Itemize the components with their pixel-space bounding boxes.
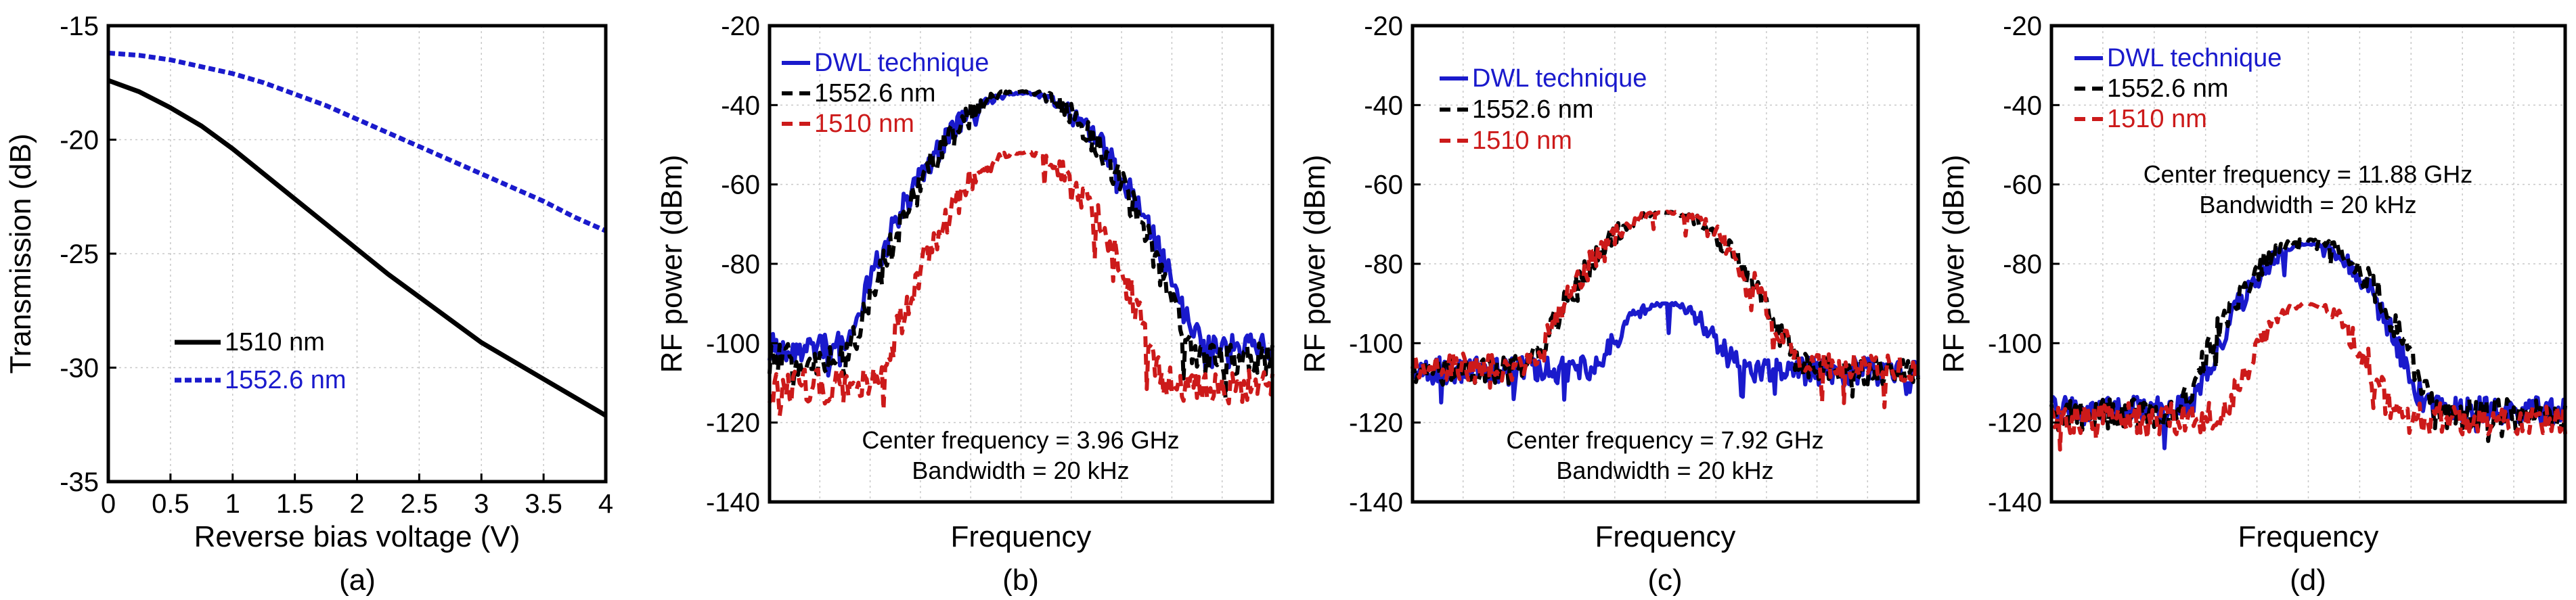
legend-label-2: 1552.6 nm [814,79,936,108]
annotation-2: Bandwidth = 20 kHz [2199,191,2416,218]
panel-caption: (b) [1002,563,1039,597]
x-tick-label: 0.5 [152,489,190,519]
annotation-2: Bandwidth = 20 kHz [912,457,1129,484]
series-line-2 [768,88,1274,400]
chart-panel-d: -140 -120 -100 -80 -60 -40 -20 Frequency RF powe… [1937,11,2567,597]
legend: 1510 nm 1552.6 nm [175,328,347,394]
x-tick-label: 3 [474,489,489,519]
y-tick-label: -80 [1364,250,1403,279]
chart-panel-a: -35 -30 -25 -20 -15 0 0.5 1 1.5 2 2.5 3 3.5 4 Reverse … [4,11,613,597]
legend-label-1: DWL technique [814,49,989,77]
x-axis-label: Frequency [1595,520,1736,553]
legend-label-1: DWL technique [2107,44,2282,72]
y-axis-label: RF power (dBm) [1298,155,1331,373]
series-line-2 [1411,210,1920,399]
y-tick-label: -140 [1988,488,2042,517]
x-axis-label: Frequency [2238,520,2379,553]
y-tick-label: -60 [721,170,760,200]
y-tick-label: -120 [1349,409,1403,438]
y-tick-label: -30 [60,354,99,384]
annotation-1: Center frequency = 7.92 GHz [1506,426,1823,454]
y-ticks: -140 -120 -100 -80 -60 -40 -20 [1349,11,1421,517]
legend-label-3: 1510 nm [2107,105,2207,133]
panel-caption: (d) [2290,563,2326,597]
legend-label-2: 1552.6 nm [1472,95,1594,124]
series-line-3 [768,149,1274,418]
series-line-2 [108,50,607,233]
y-tick-label: -20 [60,126,99,156]
y-tick-label: -35 [60,467,99,497]
series-line-1 [1411,300,1920,405]
y-tick-label: -60 [1364,170,1403,200]
y-tick-label: -80 [721,250,760,279]
x-tick-label: 1.5 [276,489,314,519]
panel-caption: (c) [1647,563,1682,597]
y-tick-label: -80 [2003,250,2042,279]
legend-label-3: 1510 nm [814,110,914,138]
series-line-3 [1411,209,1919,409]
x-tick-label: 2.5 [401,489,439,519]
y-tick-label: -40 [2003,91,2042,120]
y-tick-label: -120 [1988,409,2042,438]
y-axis-label: RF power (dBm) [1937,155,1970,373]
legend-label-3: 1510 nm [1472,126,1572,155]
series-lines [768,88,1274,418]
y-tick-label: -120 [706,409,760,438]
y-ticks: -140 -120 -100 -80 -60 -40 -20 [1988,11,2060,517]
panel-caption: (a) [339,563,376,597]
y-ticks: -140 -120 -100 -80 -60 -40 -20 [706,11,778,517]
series-line-1 [2049,241,2567,451]
gridlines [770,26,1272,502]
annotation-1: Center frequency = 11.88 GHz [2144,160,2473,188]
y-tick-label: -60 [2003,170,2042,200]
gridlines [1413,26,1918,502]
y-axis-label: Transmission (dB) [4,133,37,373]
x-tick-label: 3.5 [525,489,562,519]
y-tick-label: -20 [1364,11,1403,41]
y-tick-label: -100 [706,329,760,359]
series-line-1 [107,78,607,418]
series-line-3 [2049,301,2567,452]
gridlines [108,26,606,482]
x-axis-label: Frequency [951,520,1092,553]
annotation-2: Bandwidth = 20 kHz [1556,457,1773,484]
legend-label-1: DWL technique [1472,64,1647,93]
series-lines [107,50,607,418]
x-tick-label: 2 [349,489,364,519]
y-tick-label: -100 [1988,329,2042,359]
chart-panel-c: -140 -120 -100 -80 -60 -40 -20 Frequency RF powe… [1298,11,1920,597]
y-tick-label: -40 [1364,91,1403,120]
chart-panel-b: -140 -120 -100 -80 -60 -40 -20 Frequency RF powe… [655,11,1274,597]
y-tick-label: -140 [706,488,760,517]
y-tick-label: -100 [1349,329,1403,359]
series-lines [2049,237,2567,452]
x-ticks: 0 0.5 1 1.5 2 2.5 3 3.5 4 [101,474,613,519]
y-tick-label: -140 [1349,488,1403,517]
x-tick-label: 0 [101,489,116,519]
series-lines [1411,209,1920,409]
y-tick-label: -20 [721,11,760,41]
y-axis-label: RF power (dBm) [655,155,688,373]
y-tick-label: -20 [2003,11,2042,41]
legend-label-2: 1552.6 nm [2107,74,2229,103]
x-axis-label: Reverse bias voltage (V) [194,520,520,553]
x-tick-label: 1 [225,489,240,519]
legend-label-1: 1510 nm [225,328,325,356]
x-tick-label: 4 [598,489,613,519]
legend-label-2: 1552.6 nm [225,366,347,394]
y-ticks: -35 -30 -25 -20 -15 [60,11,116,497]
y-tick-label: -15 [60,11,99,41]
annotation-1: Center frequency = 3.96 GHz [862,426,1179,454]
y-tick-label: -40 [721,91,760,120]
y-tick-label: -25 [60,239,99,269]
